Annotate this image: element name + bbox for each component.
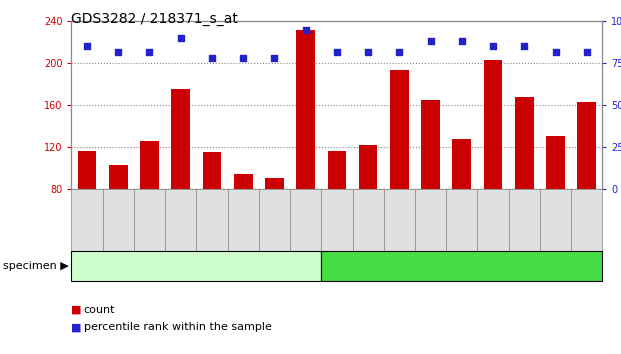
Bar [202,152,221,189]
Text: GDS3282 / 218371_s_at: GDS3282 / 218371_s_at [71,12,238,27]
Text: GSM124753: GSM124753 [394,191,404,250]
Text: GSM124833: GSM124833 [176,191,186,250]
Point [582,48,592,54]
Text: tolerant: tolerant [440,261,484,272]
Text: GSM124748: GSM124748 [145,191,155,250]
Text: GSM124840: GSM124840 [238,191,248,250]
Point [363,48,373,54]
Point [270,55,279,61]
Bar [421,100,440,189]
Point [394,48,404,54]
Point [82,44,92,49]
Text: GSM124648: GSM124648 [363,191,373,250]
Text: ■: ■ [71,322,82,332]
Bar [390,70,409,189]
Text: GSM124850: GSM124850 [519,191,529,250]
Bar [171,88,190,189]
Point [113,48,123,54]
Text: GSM124845: GSM124845 [488,191,498,250]
Text: GSM124675: GSM124675 [113,191,123,250]
Bar [234,173,253,189]
Text: ■: ■ [71,305,82,315]
Text: GSM124851: GSM124851 [551,191,561,250]
Point [238,55,248,61]
Bar [296,30,315,189]
Point [176,35,186,41]
Bar [515,97,533,189]
Point [332,48,342,54]
Bar [578,102,596,189]
Text: non-tolerant: non-tolerant [162,261,231,272]
Point [488,44,498,49]
Text: GSM124575: GSM124575 [82,191,92,250]
Point [301,27,310,33]
Point [425,39,435,44]
Point [457,39,467,44]
Bar [327,150,347,189]
Bar [140,141,159,189]
Bar [359,145,378,189]
Text: GSM124863: GSM124863 [301,191,310,250]
Bar [109,165,128,189]
Bar [265,178,284,189]
Text: GSM124842: GSM124842 [270,191,279,250]
Point [519,44,529,49]
Text: GSM124838: GSM124838 [207,191,217,250]
Bar [546,136,565,189]
Text: GSM124853: GSM124853 [582,191,592,250]
Point [145,48,155,54]
Text: GSM124836: GSM124836 [457,191,467,250]
Bar [78,150,96,189]
Text: specimen ▶: specimen ▶ [3,261,69,272]
Text: GSM124646: GSM124646 [332,191,342,250]
Bar [453,139,471,189]
Text: count: count [84,305,116,315]
Bar [484,60,502,189]
Point [207,55,217,61]
Text: GSM124834: GSM124834 [425,191,435,250]
Point [551,48,561,54]
Text: percentile rank within the sample: percentile rank within the sample [84,322,272,332]
